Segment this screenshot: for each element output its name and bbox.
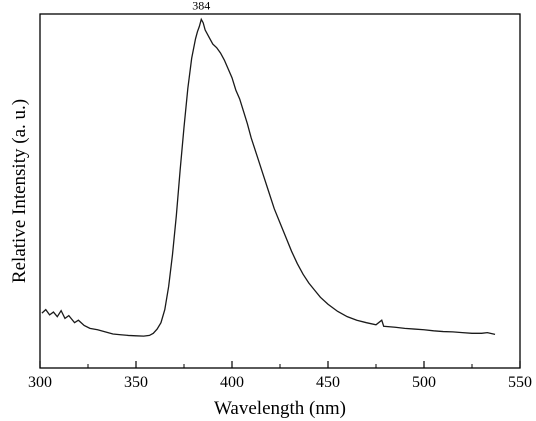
y-axis-title: Relative Intensity (a. u.) [9,99,30,283]
x-tick-label: 300 [28,374,52,391]
x-tick-label: 400 [220,374,244,391]
peak-annotation: 384 [192,0,210,13]
x-tick-label: 350 [124,374,148,391]
x-tick-label: 500 [412,374,436,391]
x-tick-label: 450 [316,374,340,391]
plot-frame [39,13,521,369]
x-tick-label: 550 [508,374,532,391]
x-axis-title: Wavelength (nm) [214,398,346,419]
spectrum-line [41,17,496,337]
